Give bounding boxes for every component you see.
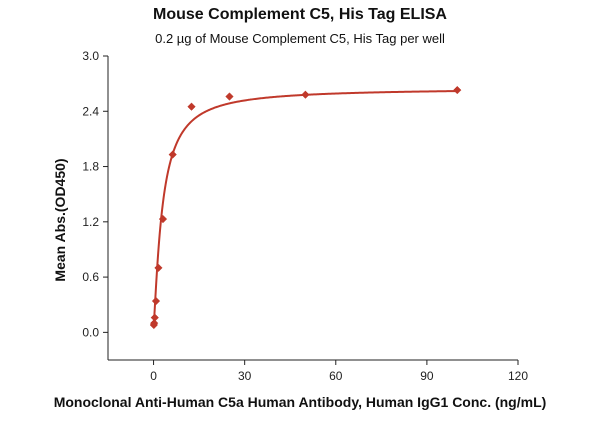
data-points xyxy=(149,85,462,330)
data-point xyxy=(158,214,168,224)
chart-title: Mouse Complement C5, His Tag ELISA xyxy=(153,6,447,23)
data-point xyxy=(154,263,163,273)
data-point xyxy=(225,92,234,101)
x-axis-label: Monoclonal Anti-Human C5a Human Antibody… xyxy=(53,394,547,410)
data-point xyxy=(168,150,177,159)
data-point xyxy=(301,90,310,99)
x-tick-label: 30 xyxy=(238,369,252,383)
data-point xyxy=(150,318,159,328)
y-tick-label: 3.0 xyxy=(82,49,99,63)
x-axis-ticks: 0 30 60 90 120 xyxy=(150,360,528,383)
data-point xyxy=(150,313,159,322)
y-tick-label: 0.0 xyxy=(82,325,99,339)
x-tick-label: 60 xyxy=(329,369,343,383)
y-tick-label: 2.4 xyxy=(82,104,99,118)
y-tick-label: 0.6 xyxy=(82,270,99,284)
chart-subtitle: 0.2 µg of Mouse Complement C5, His Tag p… xyxy=(155,31,445,46)
y-tick-label: 1.2 xyxy=(82,215,99,229)
y-tick-label: 1.8 xyxy=(82,160,99,174)
x-tick-label: 0 xyxy=(150,369,157,383)
data-point xyxy=(187,102,196,111)
x-tick-label: 120 xyxy=(508,369,528,383)
data-point xyxy=(453,85,462,95)
y-axis-label: Mean Abs.(OD450) xyxy=(52,158,68,282)
data-point xyxy=(151,296,161,306)
fit-curve xyxy=(152,90,458,324)
axes xyxy=(107,56,518,361)
x-tick-label: 90 xyxy=(420,369,434,383)
y-axis-ticks: 0.0 0.6 1.2 1.8 2.4 3.0 xyxy=(82,49,108,339)
